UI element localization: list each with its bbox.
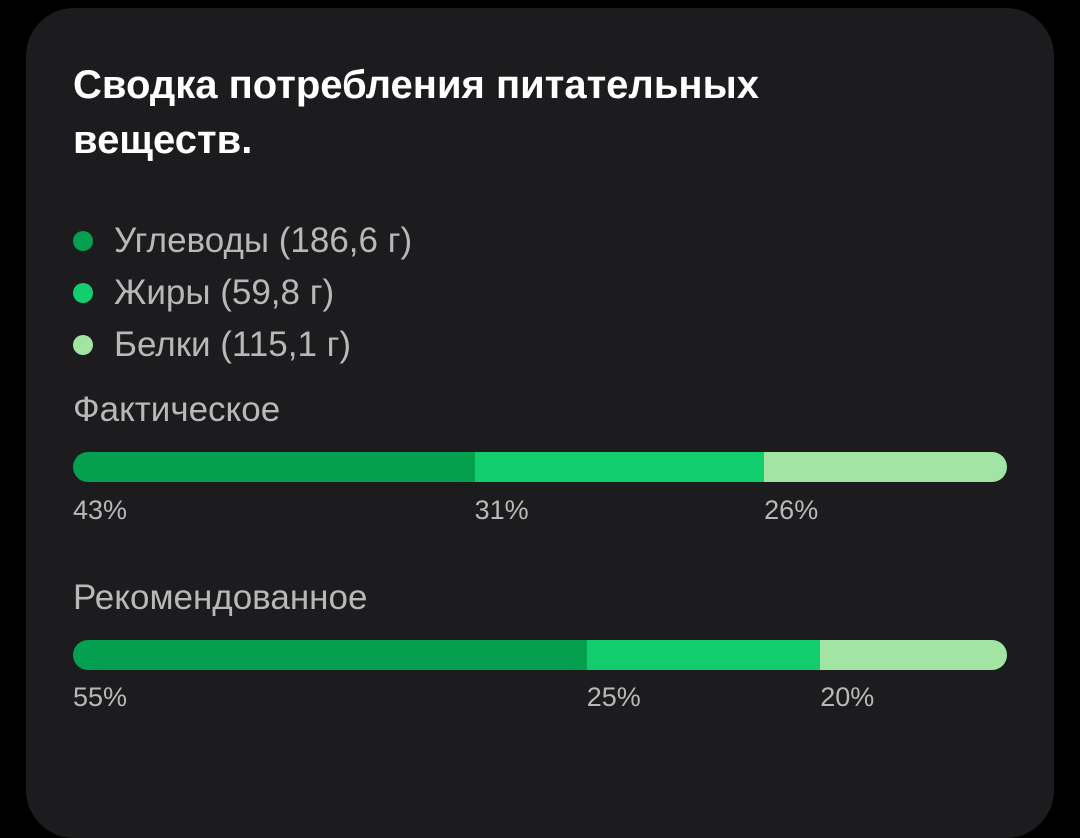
card-title: Сводка потребления питательных веществ. xyxy=(73,63,759,162)
legend-item-fats: Жиры (59,8 г) xyxy=(73,270,334,316)
legend-label-fats: Жиры (59,8 г) xyxy=(114,273,335,312)
actual-percent-carbs: 43% xyxy=(73,495,128,525)
recommended-percent-carbs: 55% xyxy=(73,682,128,712)
recommended-segment-fats xyxy=(586,640,821,670)
actual-segment-protein xyxy=(764,452,1007,482)
legend-label-protein: Белки (115,1 г) xyxy=(114,325,352,364)
actual-percent-protein: 26% xyxy=(764,495,819,525)
legend-item-carbs: Углеводы (186,6 г) xyxy=(73,218,412,264)
legend-item-protein: Белки (115,1 г) xyxy=(73,322,351,368)
recommended-percent-row: 55% 25% 20% xyxy=(73,682,1007,716)
actual-ratio-bar xyxy=(73,452,1007,482)
recommended-ratio-bar xyxy=(73,640,1007,670)
protein-dot-icon xyxy=(73,335,93,355)
recommended-percent-fats: 25% xyxy=(586,682,641,712)
actual-percent-fats: 31% xyxy=(474,495,529,525)
carbs-dot-icon xyxy=(73,231,93,251)
actual-segment-carbs xyxy=(73,452,475,482)
actual-segment-fats xyxy=(474,452,765,482)
fats-dot-icon xyxy=(73,283,93,303)
recommended-segment-carbs xyxy=(73,640,587,670)
recommended-label: Рекомендованное xyxy=(73,578,368,617)
legend: Углеводы (186,6 г) Жиры (59,8 г) Белки (… xyxy=(73,218,1013,368)
actual-percent-row: 43% 31% 26% xyxy=(73,495,1007,529)
recommended-segment-protein xyxy=(820,640,1007,670)
recommended-percent-protein: 20% xyxy=(820,682,875,712)
legend-label-carbs: Углеводы (186,6 г) xyxy=(114,221,413,260)
actual-label: Фактическое xyxy=(73,390,281,429)
nutrient-summary-card xyxy=(26,8,1054,838)
